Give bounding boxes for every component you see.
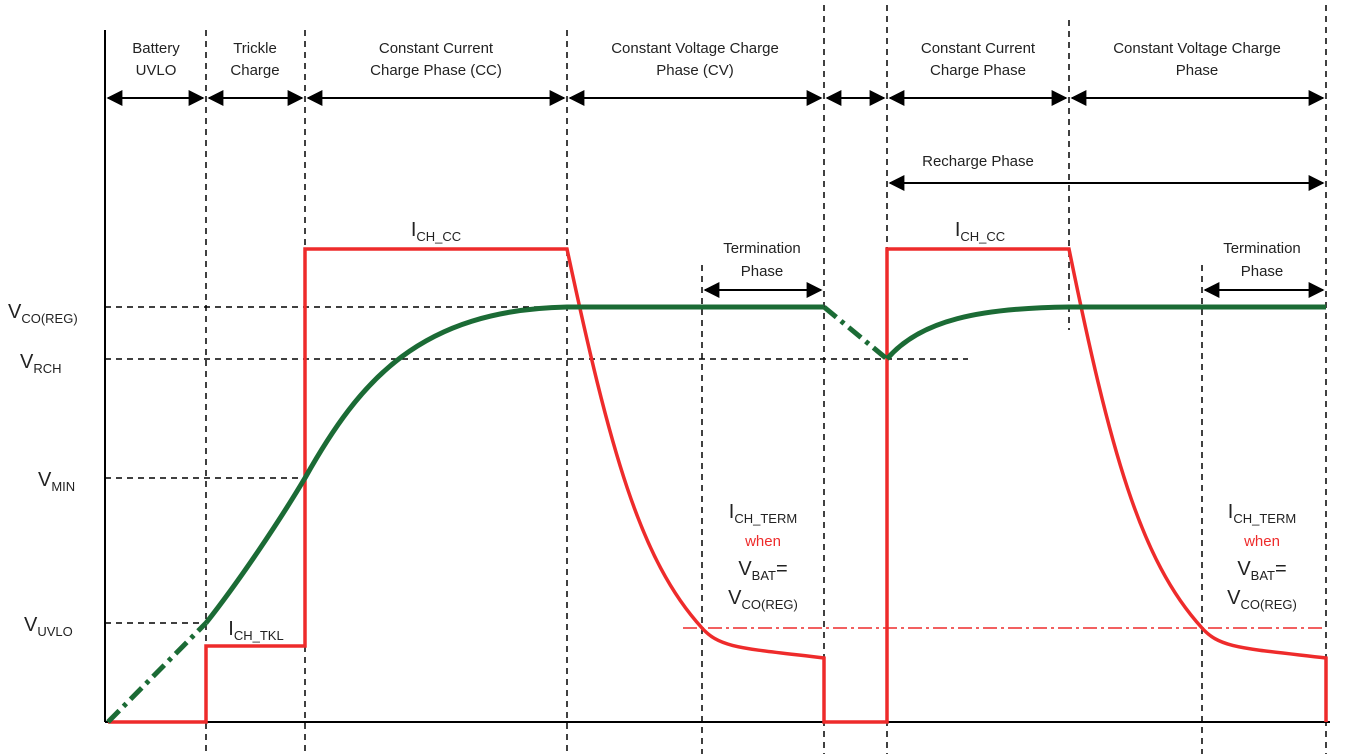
label-ich-term-1: ICH_TERM — [729, 501, 797, 526]
label-battery-uvlo-1: Battery — [132, 40, 180, 57]
label-cc-1: Constant Current — [379, 40, 494, 57]
label-vco-reg: VCO(REG) — [8, 301, 78, 326]
label-termination-2a: Termination — [1223, 240, 1301, 257]
voltage-curve — [106, 304, 1326, 724]
label-vbat-1: VBAT= — [738, 558, 787, 583]
charge-current-trace — [108, 247, 1328, 724]
level-lines — [105, 306, 968, 624]
label-termination-1a: Termination — [723, 240, 801, 257]
label-ich-cc-2: ICH_CC — [955, 219, 1005, 244]
label-battery-uvlo-2: UVLO — [136, 62, 177, 79]
label-trickle-1: Trickle — [233, 40, 277, 57]
phase-labels: Battery UVLO Trickle Charge Constant Cur… — [132, 40, 1301, 280]
label-cc2-2: Charge Phase — [930, 62, 1026, 79]
label-ich-term-2: ICH_TERM — [1228, 501, 1296, 526]
label-cc-2: Charge Phase (CC) — [370, 62, 502, 79]
label-recharge: Recharge Phase — [922, 153, 1034, 170]
label-when-1: when — [744, 533, 781, 550]
label-termination-1b: Phase — [741, 263, 784, 280]
label-ich-cc-1: ICH_CC — [411, 219, 461, 244]
current-labels: ICH_CC ICH_CC ICH_TKL ICH_TERM when VBAT… — [228, 219, 1297, 643]
label-cv2-1: Constant Voltage Charge — [1113, 40, 1281, 57]
label-cv-1: Constant Voltage Charge — [611, 40, 779, 57]
voltage-charge-trace — [204, 304, 824, 625]
voltage-labels: VCO(REG) VRCH VMIN VUVLO — [8, 301, 78, 639]
label-vuvlo: VUVLO — [24, 614, 73, 639]
label-trickle-2: Charge — [230, 62, 279, 79]
current-curve — [108, 247, 1328, 724]
voltage-dashed-start — [106, 621, 208, 724]
label-vbat-2: VBAT= — [1237, 558, 1286, 583]
label-cv2-2: Phase — [1176, 62, 1219, 79]
voltage-dashed-drop — [822, 305, 889, 361]
label-termination-2b: Phase — [1241, 263, 1284, 280]
phase-arrows — [106, 90, 1325, 298]
label-ich-tkl: ICH_TKL — [228, 618, 283, 643]
label-vmin: VMIN — [38, 469, 75, 494]
label-when-2: when — [1243, 533, 1280, 550]
label-cc2-1: Constant Current — [921, 40, 1036, 57]
label-vco-2: VCO(REG) — [1227, 587, 1297, 612]
label-vrch: VRCH — [20, 351, 62, 376]
voltage-recharge-trace — [885, 304, 1326, 361]
label-cv-2: Phase (CV) — [656, 62, 734, 79]
axes — [104, 30, 1330, 723]
label-vco-1: VCO(REG) — [728, 587, 798, 612]
